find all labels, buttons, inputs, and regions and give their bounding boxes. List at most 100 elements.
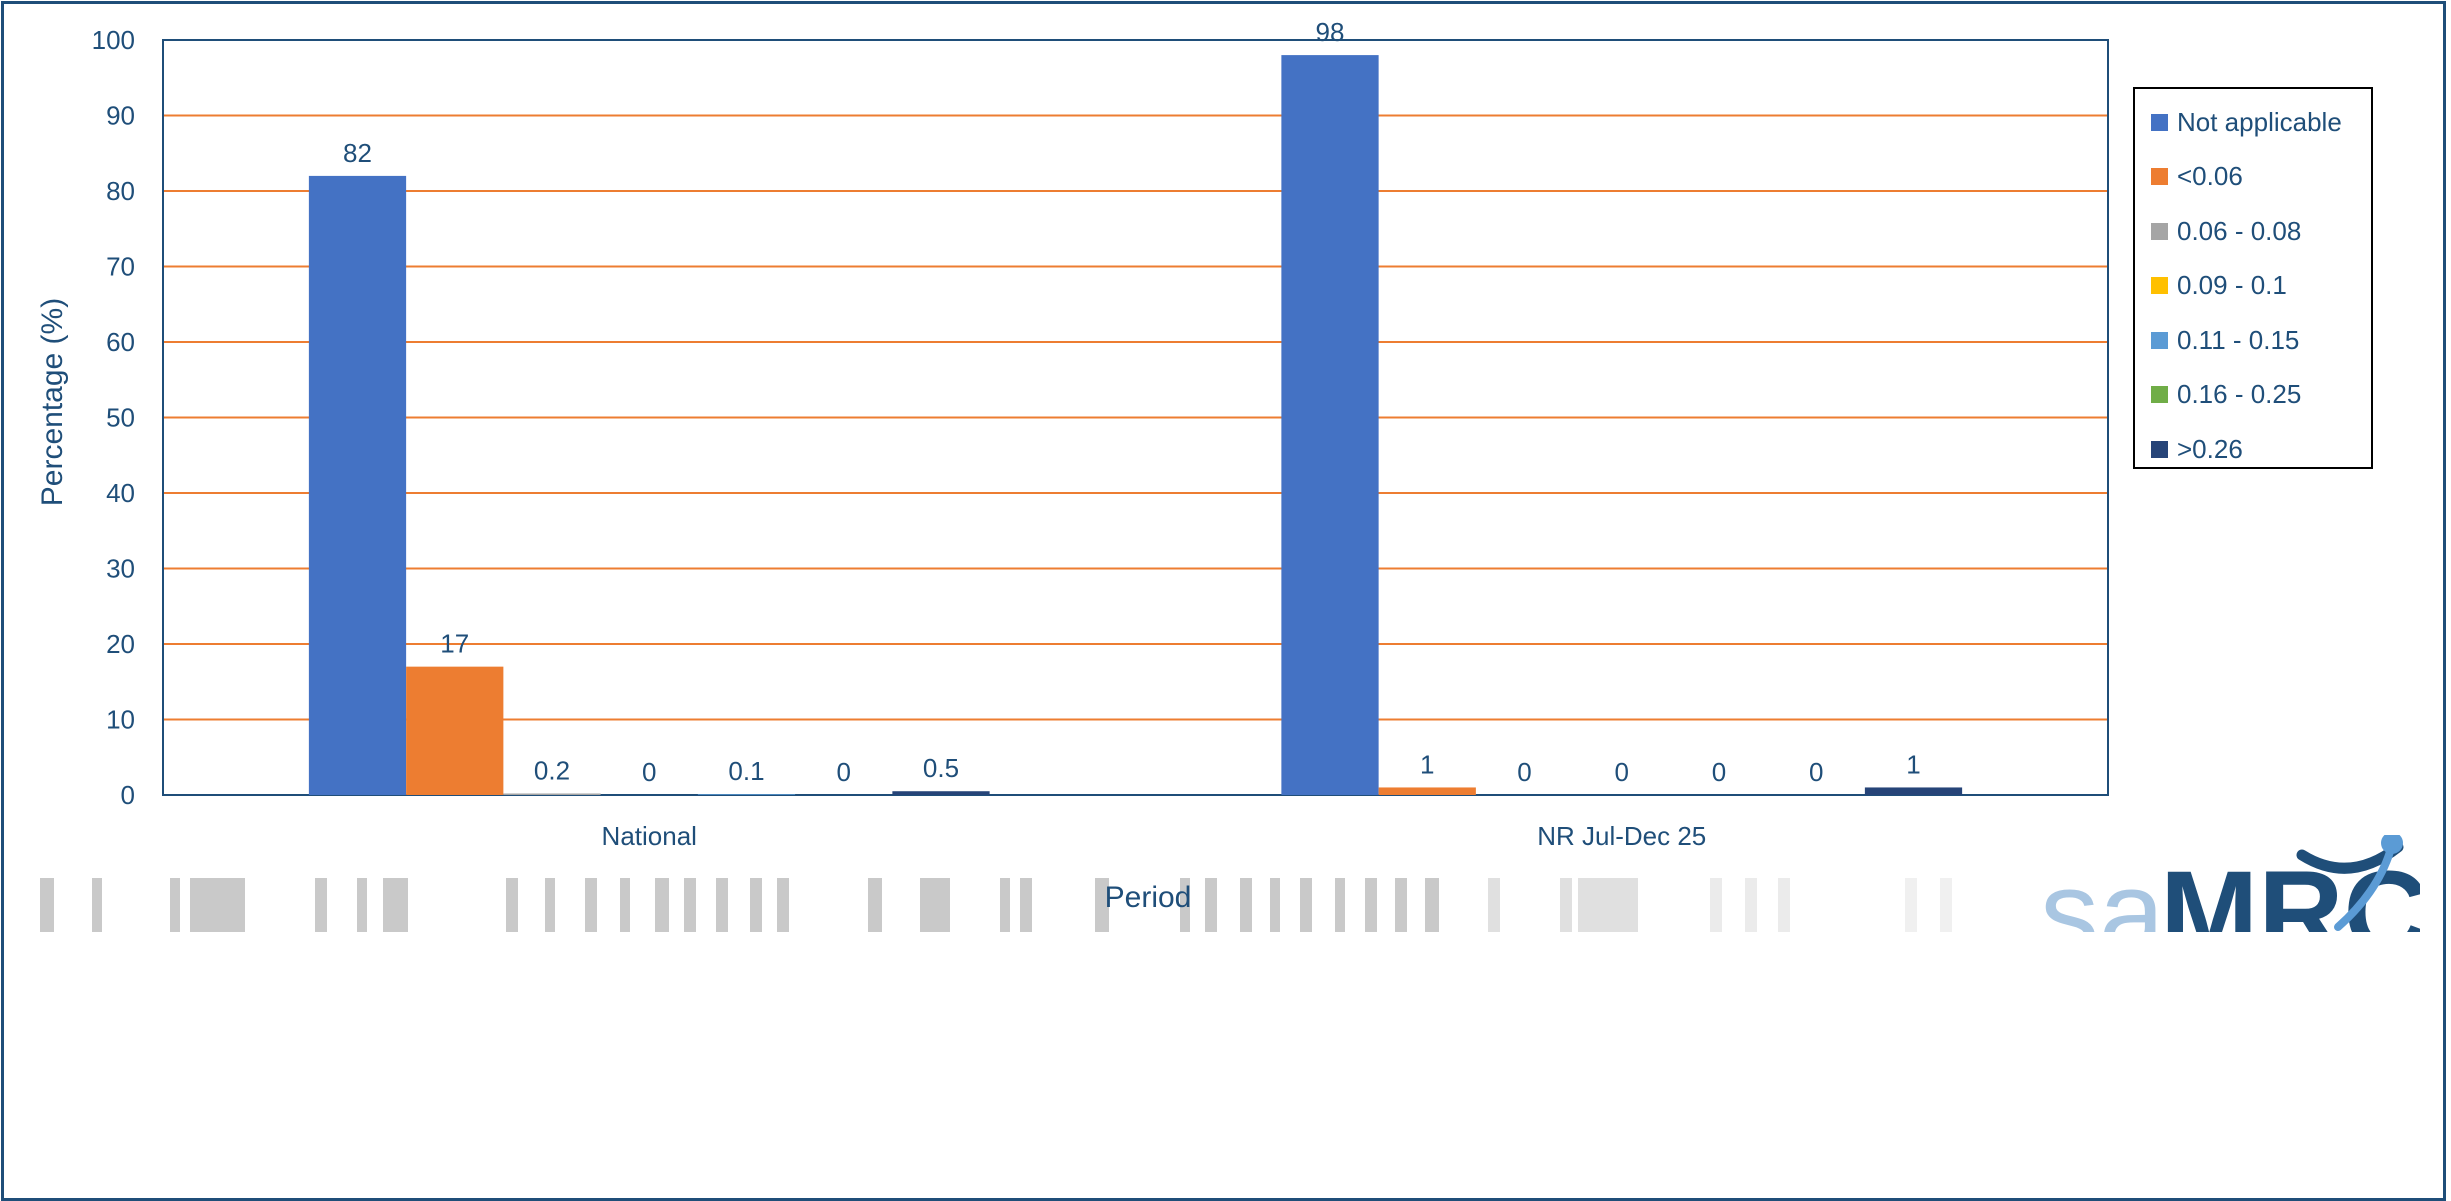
y-tick-label: 30 bbox=[106, 554, 135, 584]
barcode-stripe bbox=[1000, 878, 1010, 932]
barcode-stripe bbox=[868, 878, 882, 932]
barcode-stripe bbox=[1425, 878, 1439, 932]
y-tick-labels: 0 10 20 30 40 50 60 70 80 90 100 bbox=[92, 25, 135, 810]
y-tick-label: 50 bbox=[106, 403, 135, 433]
data-label: 98 bbox=[1316, 17, 1345, 47]
x-axis-title: Period bbox=[1105, 881, 1192, 914]
barcode-stripe bbox=[383, 878, 408, 932]
bar bbox=[1281, 55, 1379, 796]
legend-item: 0.16 - 0.25 bbox=[2151, 368, 2371, 423]
legend-label: 0.06 - 0.08 bbox=[2177, 215, 2302, 246]
logo-text-light: sa bbox=[2040, 847, 2165, 932]
legend-swatch bbox=[2151, 277, 2168, 295]
data-labels: 82 17 0.2 0 0.1 0 0.5 98 1 0 0 0 0 1 bbox=[343, 17, 1921, 787]
y-tick-label: 20 bbox=[106, 629, 135, 659]
barcode-stripe bbox=[1240, 878, 1252, 932]
legend-item: 0.09 - 0.1 bbox=[2151, 259, 2371, 314]
data-label: 0 bbox=[642, 757, 656, 787]
barcode-stripe bbox=[1270, 878, 1280, 932]
barcode-stripe bbox=[357, 878, 367, 932]
barcode-stripe bbox=[506, 878, 518, 932]
barcode-stripe bbox=[1745, 878, 1757, 932]
x-tick-label: NR Jul-Dec 25 bbox=[1537, 821, 1706, 851]
bar bbox=[406, 666, 504, 795]
samrc-logo: sa MRC bbox=[2040, 835, 2420, 932]
data-label: 0 bbox=[1712, 757, 1726, 787]
data-label: 1 bbox=[1906, 749, 1920, 779]
data-label: 0 bbox=[837, 757, 851, 787]
barcode-stripe bbox=[1205, 878, 1217, 932]
barcode-stripe bbox=[170, 878, 180, 932]
legend-item: <0.06 bbox=[2151, 150, 2371, 205]
legend-label: 0.09 - 0.1 bbox=[2177, 270, 2287, 301]
data-label: 0 bbox=[1517, 757, 1531, 787]
y-tick-label: 40 bbox=[106, 478, 135, 508]
data-label: 17 bbox=[440, 629, 469, 659]
legend-label: 0.16 - 0.25 bbox=[2177, 379, 2302, 410]
barcode-stripe bbox=[92, 878, 102, 932]
y-tick-label: 70 bbox=[106, 252, 135, 282]
y-tick-label: 90 bbox=[106, 101, 135, 131]
barcode-stripe bbox=[1335, 878, 1345, 932]
barcode-stripe bbox=[1020, 878, 1032, 932]
y-axis-title: Percentage (%) bbox=[36, 298, 69, 506]
bar bbox=[892, 791, 990, 795]
barcode-stripe bbox=[716, 878, 728, 932]
legend: Not applicable <0.06 0.06 - 0.08 0.09 - 0.1… bbox=[2133, 87, 2373, 469]
data-label: 0.2 bbox=[534, 755, 570, 785]
barcode-stripe bbox=[620, 878, 630, 932]
barcode-stripe bbox=[920, 878, 950, 932]
bars bbox=[308, 55, 1963, 796]
y-tick-label: 10 bbox=[106, 705, 135, 735]
legend-item: >0.26 bbox=[2151, 422, 2371, 477]
barcode-stripe bbox=[655, 878, 669, 932]
barcode-stripe bbox=[1710, 878, 1722, 932]
plot-area-border bbox=[162, 39, 2109, 796]
legend-item: Not applicable bbox=[2151, 95, 2371, 150]
bar bbox=[503, 793, 601, 795]
bar bbox=[1378, 787, 1476, 795]
barcode-stripe bbox=[1778, 878, 1790, 932]
legend-label: Not applicable bbox=[2177, 106, 2342, 137]
data-label: 0 bbox=[1809, 757, 1823, 787]
legend-label: <0.06 bbox=[2177, 161, 2243, 192]
barcode-stripe bbox=[1578, 878, 1638, 932]
barcode-stripe bbox=[1395, 878, 1407, 932]
barcode-stripe bbox=[684, 878, 696, 932]
barcode-stripe bbox=[1560, 878, 1572, 932]
legend-swatch bbox=[2151, 222, 2168, 240]
bar bbox=[308, 175, 407, 795]
barcode-stripe bbox=[315, 878, 327, 932]
barcode-stripe bbox=[190, 878, 245, 932]
data-label: 0 bbox=[1615, 757, 1629, 787]
y-tick-label: 60 bbox=[106, 327, 135, 357]
decorative-barcode-band bbox=[40, 878, 1952, 932]
barcode-stripe bbox=[1365, 878, 1377, 932]
legend-label: >0.26 bbox=[2177, 433, 2243, 464]
y-tick-label: 80 bbox=[106, 176, 135, 206]
gridlines bbox=[162, 39, 2109, 796]
x-tick-label: National bbox=[602, 821, 697, 851]
barcode-stripe bbox=[1180, 878, 1190, 932]
legend-item: 0.11 - 0.15 bbox=[2151, 313, 2371, 368]
legend-swatch bbox=[2151, 331, 2168, 349]
barcode-stripe bbox=[777, 878, 789, 932]
y-tick-label: 0 bbox=[121, 780, 135, 810]
barcode-stripe bbox=[1905, 878, 1917, 932]
barcode-stripe bbox=[585, 878, 597, 932]
data-label: 0.5 bbox=[923, 753, 959, 783]
legend-swatch bbox=[2151, 386, 2168, 404]
x-tick-labels: National NR Jul-Dec 25 bbox=[602, 821, 1707, 851]
barcode-stripe bbox=[1488, 878, 1500, 932]
barcode-stripe bbox=[1940, 878, 1952, 932]
bar bbox=[697, 794, 796, 795]
y-tick-label: 100 bbox=[92, 25, 135, 55]
barcode-stripe bbox=[750, 878, 762, 932]
data-label: 0.1 bbox=[728, 756, 764, 786]
legend-swatch bbox=[2151, 440, 2168, 458]
barcode-stripe bbox=[40, 878, 54, 932]
legend-label: 0.11 - 0.15 bbox=[2177, 324, 2300, 355]
barcode-stripe bbox=[1095, 878, 1109, 932]
legend-item: 0.06 - 0.08 bbox=[2151, 204, 2371, 259]
